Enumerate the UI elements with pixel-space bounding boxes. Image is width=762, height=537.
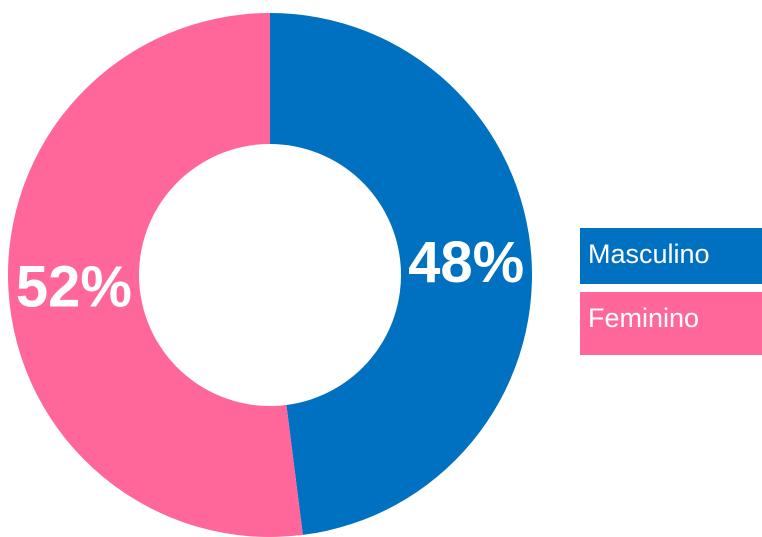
- donut-slice: [270, 13, 532, 535]
- legend-swatch: [580, 292, 762, 355]
- slice-label: 52%: [16, 255, 132, 320]
- legend-swatch: [580, 228, 762, 284]
- slice-label: 48%: [408, 230, 524, 295]
- legend-label: Feminino: [588, 303, 699, 333]
- legend-label: Masculino: [588, 239, 710, 269]
- donut-slice: [8, 13, 303, 537]
